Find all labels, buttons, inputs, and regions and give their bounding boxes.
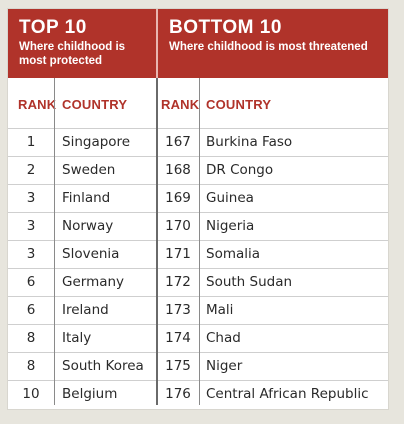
bottom-country-cell: Chad (206, 330, 241, 346)
header-divider (156, 9, 158, 78)
top-rank-cell: 3 (26, 190, 36, 206)
column-header-row: RANK COUNTRY RANK COUNTRY (8, 78, 388, 128)
top-rank-cell: 8 (26, 330, 36, 346)
top-10-title: TOP 10 (19, 17, 87, 38)
top-rank-cell: 6 (26, 274, 36, 290)
top-country-cell: Singapore (62, 134, 131, 150)
table-row: 8 Italy 174 Chad (8, 324, 388, 352)
top-rank-cell: 3 (26, 246, 36, 262)
top-rank-cell: 10 (22, 386, 40, 402)
top-country-cell: Finland (62, 190, 111, 206)
bottom-rank-cell: 169 (165, 190, 191, 206)
table-row: 6 Ireland 173 Mali (8, 296, 388, 324)
bottom-10-subtitle: Where childhood is most threatened (169, 41, 368, 53)
bottom-rank-cell: 167 (165, 134, 191, 150)
bottom-10-header: BOTTOM 10 Where childhood is most threat… (158, 9, 388, 78)
top-country-cell: Ireland (62, 302, 109, 318)
table-row: 2 Sweden 168 DR Congo (8, 156, 388, 184)
table-row: 1 Singapore 167 Burkina Faso (8, 128, 388, 156)
top-country-cell: Sweden (62, 162, 116, 178)
table-row: 10 Belgium 176 Central African Republic (8, 380, 388, 408)
table-row: 8 South Korea 175 Niger (8, 352, 388, 380)
top-rank-column-header: RANK (18, 97, 57, 112)
top-country-cell: Slovenia (62, 246, 120, 262)
bottom-rank-cell: 173 (165, 302, 191, 318)
bottom-rank-column-header: RANK (161, 97, 200, 112)
top-rank-cell: 3 (26, 218, 36, 234)
top-10-header: TOP 10 Where childhood is most protected (8, 9, 156, 78)
table-header: TOP 10 Where childhood is most protected… (8, 9, 388, 78)
bottom-country-cell: DR Congo (206, 162, 274, 178)
top-country-column-header: COUNTRY (62, 97, 128, 112)
table-row: 3 Norway 170 Nigeria (8, 212, 388, 240)
bottom-rank-cell: 168 (165, 162, 191, 178)
ranking-table: TOP 10 Where childhood is most protected… (8, 9, 388, 409)
top-country-cell: South Korea (62, 358, 144, 374)
bottom-country-cell: Central African Republic (206, 386, 369, 402)
bottom-rank-cell: 171 (165, 246, 191, 262)
bottom-country-cell: South Sudan (206, 274, 293, 290)
top-rank-divider (54, 78, 55, 405)
top-10-subtitle: Where childhood is most protected (19, 41, 126, 67)
top-country-cell: Italy (62, 330, 92, 346)
top-rank-cell: 6 (26, 302, 36, 318)
bottom-rank-cell: 170 (165, 218, 191, 234)
top-country-cell: Norway (62, 218, 114, 234)
bottom-country-cell: Somalia (206, 246, 261, 262)
table-row: 3 Finland 169 Guinea (8, 184, 388, 212)
top-rank-cell: 1 (26, 134, 36, 150)
bottom-rank-divider (199, 78, 200, 405)
center-divider (156, 78, 158, 405)
bottom-country-cell: Niger (206, 358, 243, 374)
table-footer-pad (8, 405, 388, 409)
bottom-country-cell: Guinea (206, 190, 254, 206)
table-row: 3 Slovenia 171 Somalia (8, 240, 388, 268)
table-row: 6 Germany 172 South Sudan (8, 268, 388, 296)
bottom-rank-cell: 172 (165, 274, 191, 290)
top-rank-cell: 2 (26, 162, 36, 178)
top-rank-cell: 8 (26, 358, 36, 374)
bottom-10-title: BOTTOM 10 (169, 17, 282, 38)
bottom-rank-cell: 174 (165, 330, 191, 346)
table-body: 1 Singapore 167 Burkina Faso 2 Sweden 16… (8, 128, 388, 408)
top-country-cell: Germany (62, 274, 125, 290)
bottom-country-cell: Nigeria (206, 218, 255, 234)
top-country-cell: Belgium (62, 386, 118, 402)
bottom-country-cell: Burkina Faso (206, 134, 293, 150)
bottom-rank-cell: 175 (165, 358, 191, 374)
bottom-country-cell: Mali (206, 302, 234, 318)
bottom-country-column-header: COUNTRY (206, 97, 272, 112)
bottom-rank-cell: 176 (165, 386, 191, 402)
